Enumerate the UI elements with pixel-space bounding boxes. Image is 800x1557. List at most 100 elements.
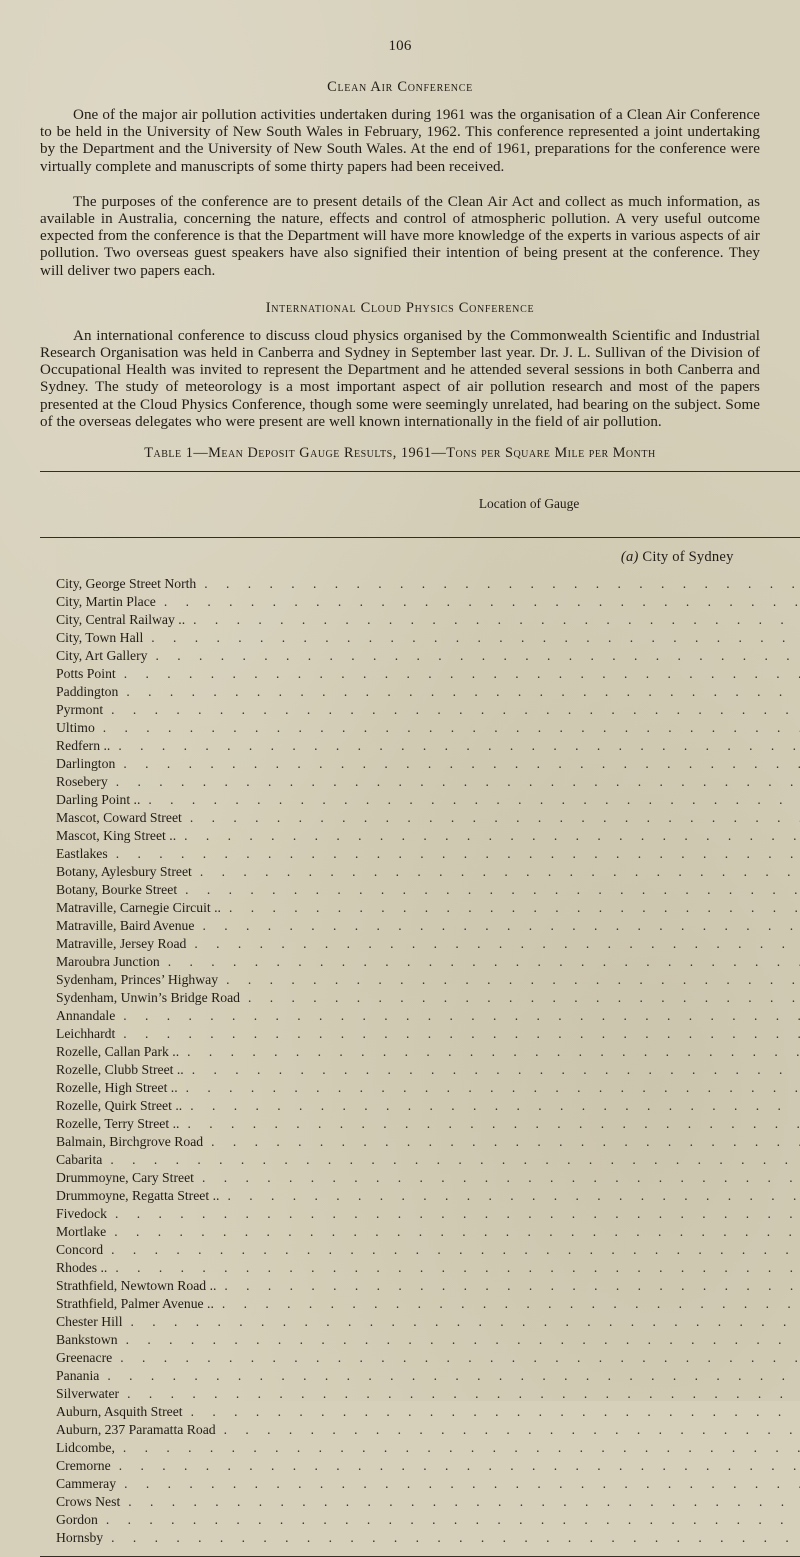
location-name: Rosebery: [56, 774, 108, 790]
paragraph-clean-air-1: One of the major air pollution activitie…: [40, 107, 760, 176]
cell-location: City, Central Railway ... . . . . . . . …: [40, 611, 800, 629]
table-row: City, Martin Place . . . . . . . . . . . …: [40, 593, 800, 611]
location-name: Rozelle, Callan Park ..: [56, 1044, 179, 1060]
cell-location: Balmain, Birchgrove Road . . . . . . . . …: [40, 1133, 800, 1151]
location-name: Pyrmont: [56, 702, 103, 718]
table-row: Fivedock . . . . . . . . . . . . . . . . …: [40, 1205, 800, 1223]
location-name: Maroubra Junction: [56, 954, 160, 970]
cell-location: Drummoyne, Regatta Street ... . . . . . …: [40, 1187, 800, 1205]
cell-location: Darlington. . . . . . . . . . . . . . . …: [40, 755, 800, 773]
location-name: Fivedock: [56, 1206, 107, 1222]
location-name: Matraville, Carnegie Circuit ..: [56, 900, 221, 916]
cell-location: Hornsby. . . . . . . . . . . . . . . . .…: [40, 1529, 800, 1547]
location-name: Gordon: [56, 1512, 98, 1528]
table-row: Potts Point. . . . . . . . . . . . . . .…: [40, 665, 800, 683]
location-name: Strathfield, Palmer Avenue ..: [56, 1296, 214, 1312]
leader-dots: . . . . . . . . . . . . . . . . . . . . …: [202, 918, 800, 934]
cell-location: Paddington . . . . . . . . . . . . . . . …: [40, 683, 800, 701]
leader-dots: . . . . . . . . . . . . . . . . . . . . …: [131, 1314, 800, 1330]
table-group-row: (a) City of Sydney: [40, 537, 800, 575]
location-name: City, Martin Place: [56, 594, 156, 610]
location-name: Bankstown: [56, 1332, 118, 1348]
location-name: Ultimo: [56, 720, 95, 736]
table-row: Lidcombe,. . . . . . . . . . . . . . . .…: [40, 1439, 800, 1457]
leader-dots: . . . . . . . . . . . . . . . . . . . . …: [164, 594, 800, 610]
cell-location: City, Martin Place . . . . . . . . . . . …: [40, 593, 800, 611]
leader-dots: . . . . . . . . . . . . . . . . . . . . …: [168, 954, 800, 970]
leader-dots: . . . . . . . . . . . . . . . . . . . . …: [126, 684, 800, 700]
location-name: Cabarita: [56, 1152, 102, 1168]
location-name: Paddington: [56, 684, 118, 700]
leader-dots: . . . . . . . . . . . . . . . . . . . . …: [185, 882, 800, 898]
table-row: Mascot, Coward Street. . . . . . . . . .…: [40, 809, 800, 827]
table-row: Matraville, Baird Avenue. . . . . . . . …: [40, 917, 800, 935]
table-row: Rozelle, Quirk Street ... . . . . . . . …: [40, 1097, 800, 1115]
table-header-row: Location of Gauge Water Insoluble Solids…: [40, 472, 800, 537]
location-name: Darlington: [56, 756, 115, 772]
location-name: Mortlake: [56, 1224, 106, 1240]
location-name: Balmain, Birchgrove Road: [56, 1134, 203, 1150]
cell-location: Sydenham, Unwin’s Bridge Road. . . . . .…: [40, 989, 800, 1007]
cell-location: Botany, Aylesbury Street. . . . . . . . …: [40, 863, 800, 881]
group-label-city-of-sydney: (a) City of Sydney: [40, 537, 800, 575]
leader-dots: . . . . . . . . . . . . . . . . . . . . …: [211, 1134, 800, 1150]
table-row: Mascot, King Street ... . . . . . . . . …: [40, 827, 800, 845]
location-name: Matraville, Jersey Road: [56, 936, 186, 952]
cell-location: Rozelle, High Street ... . . . . . . . .…: [40, 1079, 800, 1097]
table-row: Botany, Bourke Street. . . . . . . . . .…: [40, 881, 800, 899]
cell-location: City, George Street North. . . . . . . .…: [40, 575, 800, 593]
location-name: Lidcombe,: [56, 1440, 115, 1456]
cell-location: Concord. . . . . . . . . . . . . . . . .…: [40, 1241, 800, 1259]
cell-location: Lidcombe,. . . . . . . . . . . . . . . .…: [40, 1439, 800, 1457]
leader-dots: . . . . . . . . . . . . . . . . . . . . …: [156, 648, 800, 664]
table-row: Rosebery. . . . . . . . . . . . . . . . …: [40, 773, 800, 791]
cell-location: Eastlakes. . . . . . . . . . . . . . . .…: [40, 845, 800, 863]
leader-dots: . . . . . . . . . . . . . . . . . . . . …: [193, 612, 800, 628]
location-name: Annandale: [56, 1008, 115, 1024]
leader-dots: . . . . . . . . . . . . . . . . . . . . …: [115, 1206, 800, 1222]
cell-location: Cabarita. . . . . . . . . . . . . . . . …: [40, 1151, 800, 1169]
location-name: Mascot, Coward Street: [56, 810, 182, 826]
paragraph-cloud-physics-1: An international conference to discuss c…: [40, 328, 760, 431]
cell-location: Maroubra Junction . . . . . . . . . . . .…: [40, 953, 800, 971]
column-header-location: Location of Gauge: [40, 472, 800, 537]
table-row: Crows Nest. . . . . . . . . . . . . . . …: [40, 1493, 800, 1511]
cell-location: Leichhardt. . . . . . . . . . . . . . . …: [40, 1025, 800, 1043]
section-heading-clean-air: Clean Air Conference: [40, 79, 760, 96]
cell-location: Rozelle, Terry Street ... . . . . . . . …: [40, 1115, 800, 1133]
cell-location: Bankstown. . . . . . . . . . . . . . . .…: [40, 1331, 800, 1349]
location-name: City, George Street North: [56, 576, 196, 592]
location-name: Auburn, 237 Paramatta Road: [56, 1422, 216, 1438]
table-row: Darlington. . . . . . . . . . . . . . . …: [40, 755, 800, 773]
leader-dots: . . . . . . . . . . . . . . . . . . . . …: [194, 936, 800, 952]
location-name: Leichhardt: [56, 1026, 115, 1042]
leader-dots: . . . . . . . . . . . . . . . . . . . . …: [190, 1098, 800, 1114]
leader-dots: . . . . . . . . . . . . . . . . . . . . …: [128, 1494, 800, 1510]
location-name: Greenacre: [56, 1350, 112, 1366]
table-row: City, Art Gallery . . . . . . . . . . . .…: [40, 647, 800, 665]
location-name: City, Art Gallery: [56, 648, 148, 664]
table-row: Drummoyne, Cary Street. . . . . . . . . …: [40, 1169, 800, 1187]
table-row: Auburn, Asquith Street. . . . . . . . . …: [40, 1403, 800, 1421]
leader-dots: . . . . . . . . . . . . . . . . . . . . …: [118, 738, 800, 754]
cell-location: Cremorne. . . . . . . . . . . . . . . . …: [40, 1457, 800, 1475]
leader-dots: . . . . . . . . . . . . . . . . . . . . …: [224, 1278, 800, 1294]
cell-location: Strathfield, Newtown Road ... . . . . . …: [40, 1277, 800, 1295]
cell-location: Panania. . . . . . . . . . . . . . . . .…: [40, 1367, 800, 1385]
leader-dots: . . . . . . . . . . . . . . . . . . . . …: [186, 1080, 800, 1096]
table-row: Pyrmont. . . . . . . . . . . . . . . . .…: [40, 701, 800, 719]
leader-dots: . . . . . . . . . . . . . . . . . . . . …: [187, 1116, 800, 1132]
cell-location: Drummoyne, Cary Street. . . . . . . . . …: [40, 1169, 800, 1187]
cell-location: Rosebery. . . . . . . . . . . . . . . . …: [40, 773, 800, 791]
table-row: Matraville, Carnegie Circuit ... . . . .…: [40, 899, 800, 917]
table-row: Rozelle, High Street ... . . . . . . . .…: [40, 1079, 800, 1097]
cell-location: City, Art Gallery . . . . . . . . . . . .…: [40, 647, 800, 665]
cell-location: Potts Point. . . . . . . . . . . . . . .…: [40, 665, 800, 683]
cell-location: Cammeray. . . . . . . . . . . . . . . . …: [40, 1475, 800, 1493]
cell-location: City, Town Hall. . . . . . . . . . . . .…: [40, 629, 800, 647]
location-name: Potts Point: [56, 666, 116, 682]
cell-location: Rozelle, Clubb Street ... . . . . . . . …: [40, 1061, 800, 1079]
table-row: Gordon. . . . . . . . . . . . . . . . . …: [40, 1511, 800, 1529]
leader-dots: . . . . . . . . . . . . . . . . . . . . …: [187, 1044, 800, 1060]
location-name: Cremorne: [56, 1458, 111, 1474]
